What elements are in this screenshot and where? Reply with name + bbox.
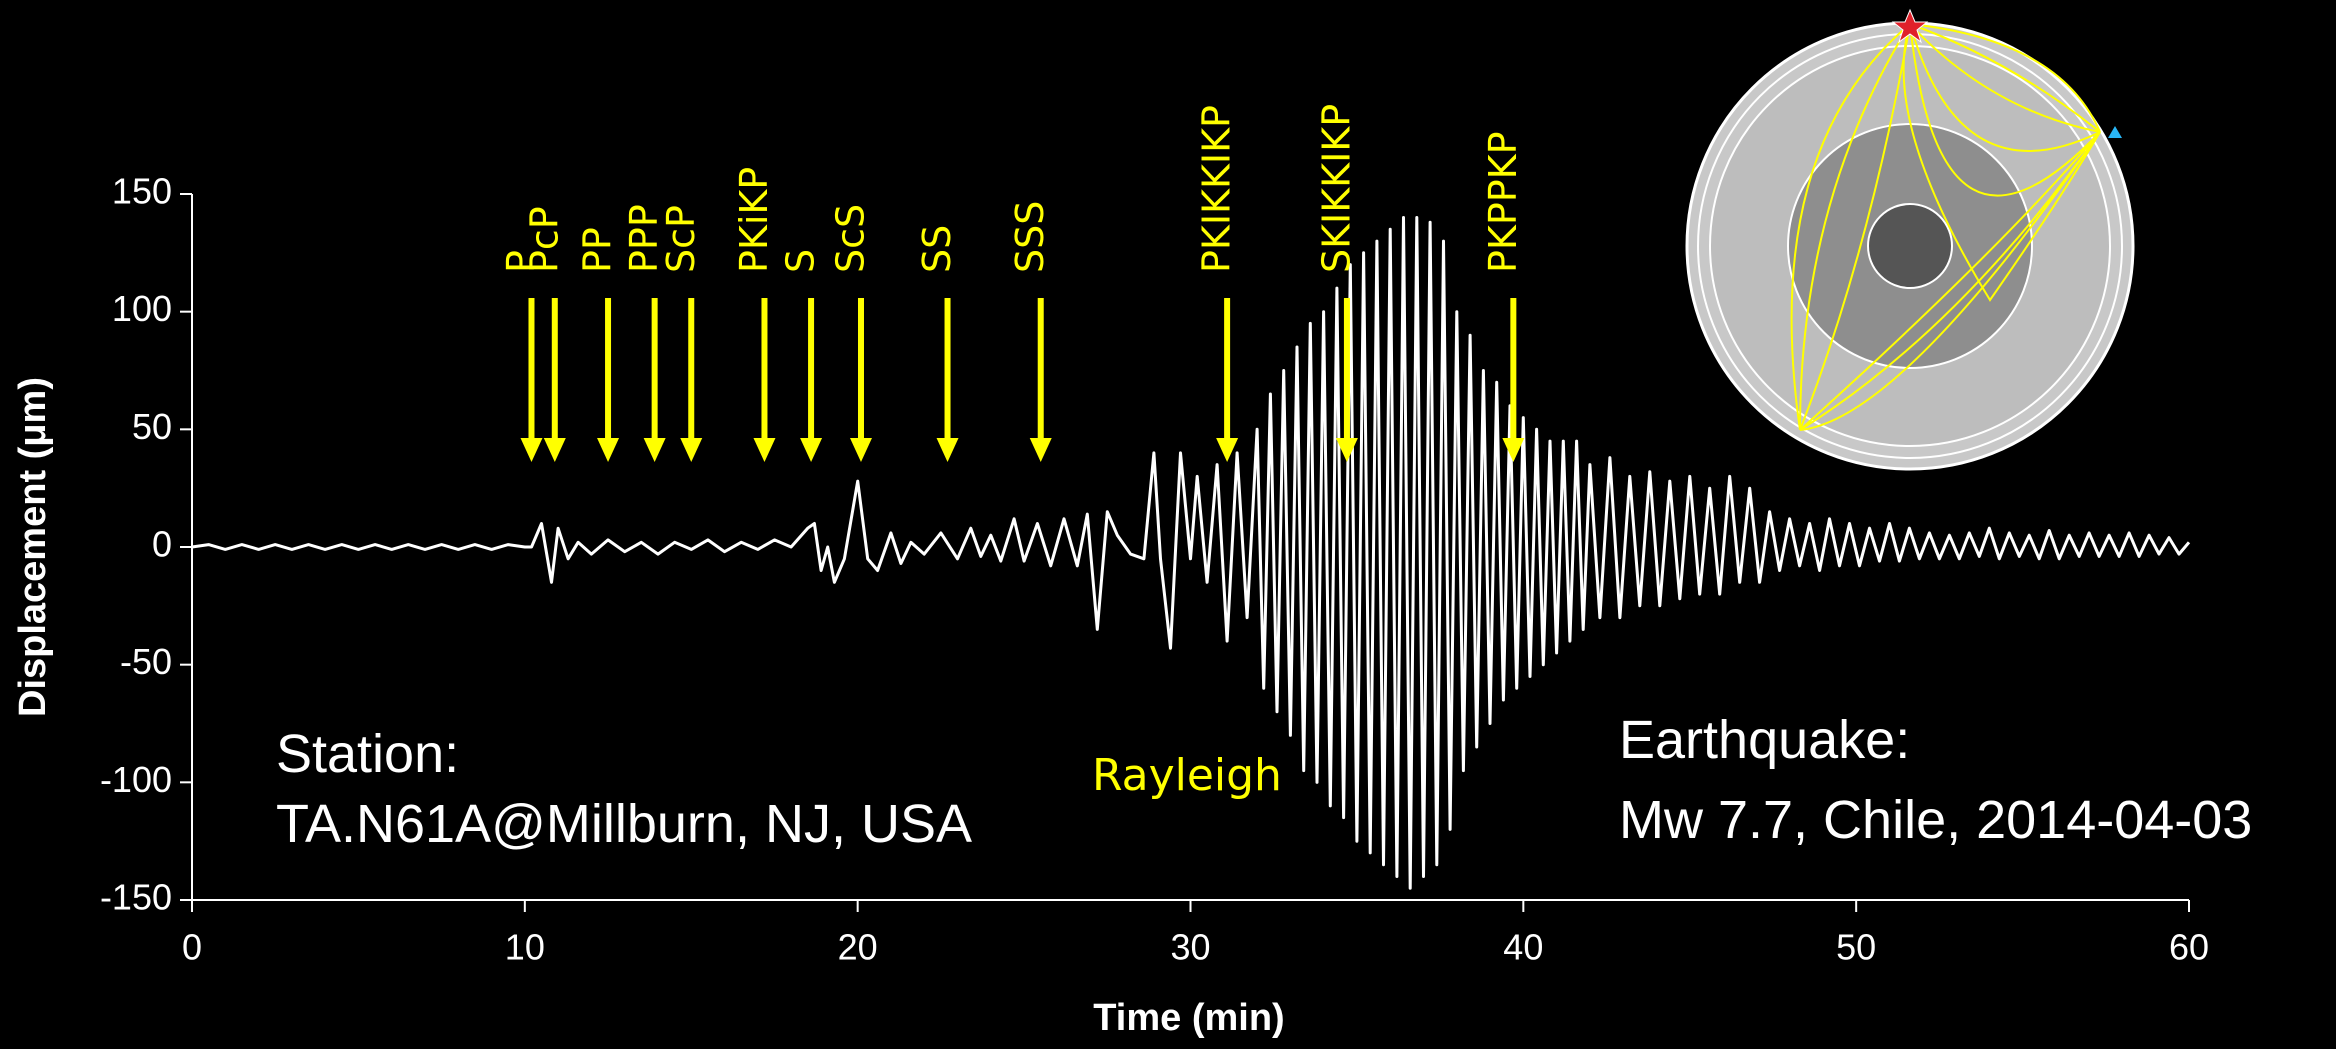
x-tick-label: 30: [1170, 927, 1210, 968]
x-tick-label: 0: [182, 927, 202, 968]
phase-label: SKIKKIKP: [1314, 104, 1358, 273]
phase-arrowhead: [800, 438, 823, 462]
phase-annotation: SSS: [1008, 201, 1052, 462]
phase-arrowhead: [1216, 438, 1239, 462]
x-axis-label: Time (min): [1093, 997, 1284, 1039]
phase-arrowhead: [1335, 438, 1358, 462]
phase-arrowhead: [849, 438, 872, 462]
phase-arrowhead: [936, 438, 959, 462]
seismogram-trace: [191, 216, 2191, 890]
phase-annotation: PKiKP: [732, 167, 776, 462]
phase-label: P: [499, 250, 543, 273]
earthquake-text: Earthquake:: [1619, 710, 1910, 770]
phase-annotation: SS: [915, 225, 959, 462]
phase-label: ScS: [828, 204, 872, 273]
phase-arrowhead: [753, 438, 776, 462]
phase-label: PcP: [522, 206, 566, 273]
phase-annotation: ScS: [828, 204, 872, 462]
phase-annotation: PPP: [622, 204, 666, 462]
phase-arrowhead: [543, 438, 566, 462]
phase-label: SSS: [1008, 201, 1052, 273]
wave-label: Rayleigh: [1092, 750, 1282, 801]
phase-arrowhead: [643, 438, 666, 462]
phase-arrowhead: [680, 438, 703, 462]
earth-inset: [1685, 8, 2135, 471]
x-tick-label: 50: [1836, 927, 1876, 968]
phase-annotation: PKIKKIKP: [1195, 105, 1239, 462]
y-tick-label: 150: [112, 171, 172, 212]
phase-annotation: ScP: [659, 205, 703, 462]
y-tick-label: 100: [112, 288, 172, 329]
y-axis-label: Displacement (μm): [12, 377, 54, 717]
phase-label: PKPPKP: [1481, 132, 1525, 274]
x-tick-label: 40: [1503, 927, 1543, 968]
phase-annotation: SKIKKIKP: [1314, 104, 1358, 462]
phase-arrowhead: [1502, 438, 1525, 462]
phase-label: PKiKP: [732, 167, 776, 273]
x-tick-label: 60: [2169, 927, 2209, 968]
station-text: TA.N61A@Millburn, NJ, USA: [276, 794, 972, 854]
inner-core: [1867, 203, 1953, 289]
x-tick-label: 20: [838, 927, 878, 968]
station-text: Station:: [276, 724, 459, 784]
phase-arrowhead: [520, 438, 543, 462]
y-tick-label: 50: [132, 406, 172, 447]
phase-label: PKIKKIKP: [1195, 105, 1239, 273]
y-tick-label: 0: [152, 524, 172, 565]
y-tick-label: -50: [120, 641, 172, 682]
epicenter-star: [1891, 8, 1929, 44]
x-tick-label: 10: [505, 927, 545, 968]
y-tick-label: -100: [100, 759, 172, 800]
phase-annotation: PKPPKP: [1481, 132, 1525, 462]
phase-annotation: P: [499, 250, 543, 462]
phase-annotation: PcP: [522, 206, 566, 462]
phase-label: S: [779, 249, 823, 273]
phase-label: SS: [915, 225, 959, 273]
phase-label: PP: [576, 227, 620, 273]
phase-annotation: S: [779, 249, 823, 462]
ray-paths: [1790, 23, 2101, 431]
phase-arrowhead: [1029, 438, 1052, 462]
phase-label: PPP: [622, 204, 666, 273]
phase-label: ScP: [659, 205, 703, 273]
phase-annotation: PP: [576, 227, 620, 462]
y-tick-label: -150: [100, 877, 172, 918]
station-triangle: [2108, 126, 2122, 138]
phase-arrowhead: [597, 438, 620, 462]
earthquake-text: Mw 7.7, Chile, 2014-04-03: [1619, 790, 2252, 850]
